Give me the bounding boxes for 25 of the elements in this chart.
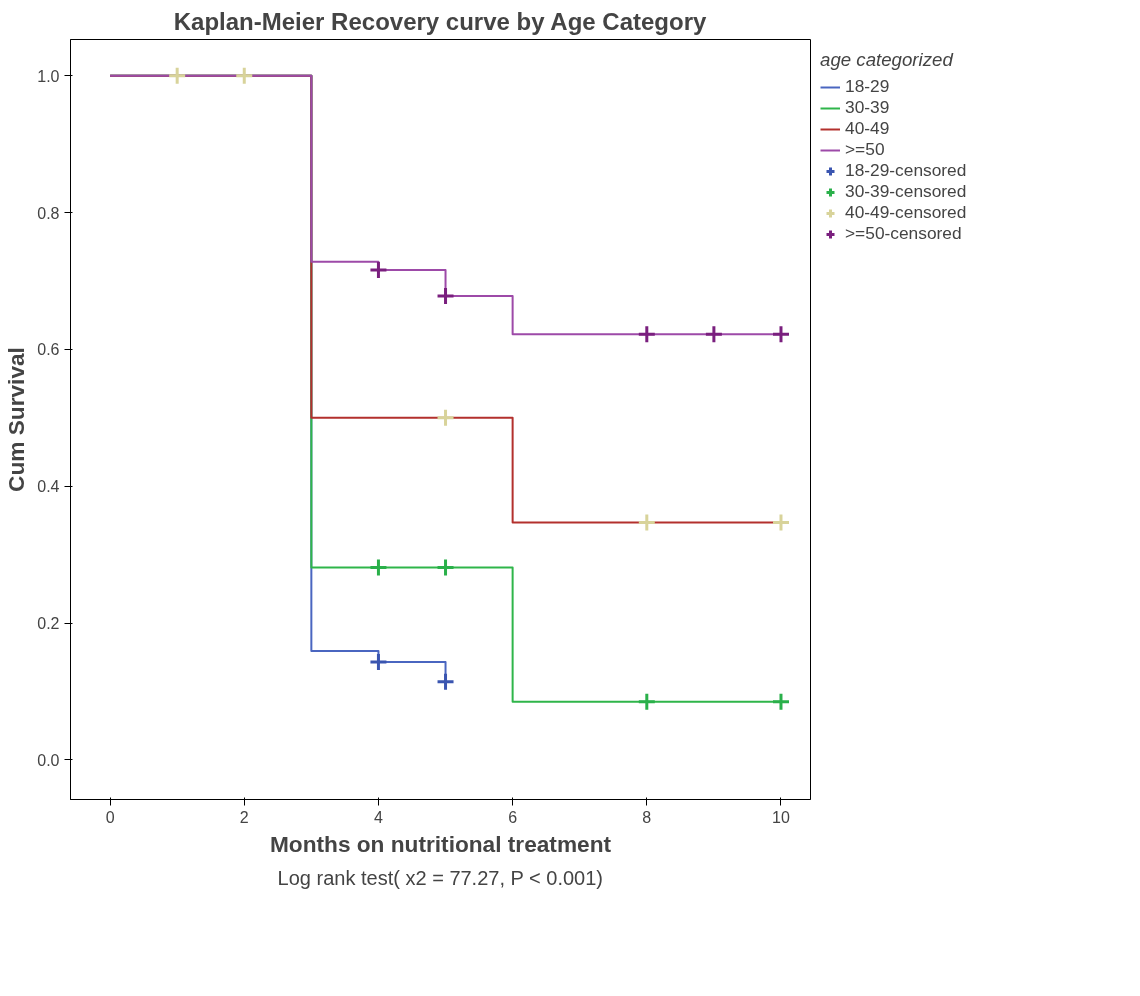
x-tick-label: 2 (239, 808, 249, 826)
x-axis-title: Months on nutritional treatment (269, 830, 612, 857)
y-tick-label: 0.8 (37, 204, 60, 222)
legend-label: 18-29-censored (845, 160, 967, 181)
legend-title: age categorized (820, 49, 955, 71)
y-axis-title: Cum Survival (3, 347, 30, 492)
x-tick-label: 8 (642, 808, 652, 826)
legend-label: 30-39-censored (845, 181, 967, 202)
x-tick-label: 6 (508, 808, 518, 826)
legend-label: 18-29 (845, 76, 890, 97)
legend-label: >=50-censored (845, 223, 962, 244)
y-tick-label: 1.0 (37, 67, 60, 85)
legend-label: 40-49 (845, 118, 890, 139)
y-tick-label: 0.2 (37, 615, 60, 633)
y-tick-label: 0.0 (37, 751, 60, 769)
chart-title: Kaplan-Meier Recovery curve by Age Category (173, 7, 708, 35)
legend-label: 40-49-censored (845, 202, 967, 223)
x-tick-label: 4 (373, 808, 383, 826)
legend-label: 30-39 (845, 97, 890, 118)
x-tick-label: 10 (772, 808, 790, 826)
x-tick-label: 0 (105, 808, 115, 826)
legend-label: >=50 (845, 139, 885, 160)
y-tick-label: 0.4 (37, 478, 60, 496)
y-tick-label: 0.6 (37, 341, 60, 359)
text: Log rank test( x2 = 77.27, P < 0.001) (277, 866, 604, 889)
